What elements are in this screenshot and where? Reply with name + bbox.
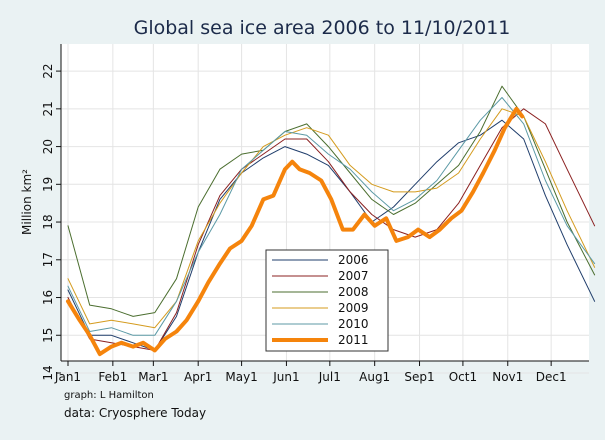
- y-ticks: 14 15 16 17 18 19 20 21 22: [41, 63, 61, 381]
- series-line-2010: [67, 97, 596, 336]
- x-tick-label: Mar1: [138, 370, 168, 384]
- legend-box: [265, 249, 389, 352]
- x-tick-label: Apr1: [184, 370, 212, 384]
- x-tick-label: Sep1: [404, 370, 434, 384]
- x-tick-label: Feb1: [98, 370, 127, 384]
- series-line-2008: [67, 85, 596, 317]
- y-tick-label: 20: [41, 139, 55, 154]
- x-ticks: Jan1 Feb1 Mar1 Apr1 May1 Jun1 Jul1 Aug1 Sep1 Oct1…: [54, 361, 567, 384]
- legend-label-2006: 2006: [338, 253, 369, 267]
- x-tick-label: Nov1: [492, 370, 523, 384]
- data-credit: data: Cryosphere Today: [64, 406, 206, 420]
- legend-label-2008: 2008: [338, 285, 369, 299]
- legend-label-2009: 2009: [338, 301, 369, 315]
- y-tick-label: 15: [41, 328, 55, 343]
- axes: [60, 44, 589, 362]
- y-axis-title: Million km²: [20, 169, 34, 235]
- x-tick-label: Jul1: [318, 370, 341, 384]
- y-tick-label: 22: [41, 63, 55, 78]
- series-line-2011: [66, 106, 525, 357]
- legend: 2006 2007 2008 2009 2010 2011: [265, 249, 389, 352]
- legend-label-2007: 2007: [338, 269, 369, 283]
- x-tick-label: May1: [225, 370, 257, 384]
- y-tick-label: 18: [41, 214, 55, 229]
- graph-credit: graph: L Hamilton: [64, 390, 154, 401]
- gridlines: [61, 44, 589, 374]
- x-tick-label: Oct1: [449, 370, 477, 384]
- x-tick-label: Jun1: [272, 370, 299, 384]
- x-tick-label: Dec1: [536, 370, 567, 384]
- legend-label-2011: 2011: [338, 333, 369, 347]
- series-lines: [66, 85, 596, 357]
- legend-label-2010: 2010: [338, 317, 369, 331]
- y-tick-label: 21: [41, 101, 55, 116]
- y-tick-label: 14: [41, 365, 55, 380]
- y-tick-label: 17: [41, 252, 55, 267]
- chart-title: Global sea ice area 2006 to 11/10/2011: [134, 17, 511, 39]
- series-line-2009: [67, 108, 596, 329]
- y-tick-label: 19: [41, 177, 55, 192]
- y-tick-label: 16: [41, 290, 55, 305]
- x-tick-label: Aug1: [359, 370, 390, 384]
- x-tick-label: Jan1: [54, 370, 81, 384]
